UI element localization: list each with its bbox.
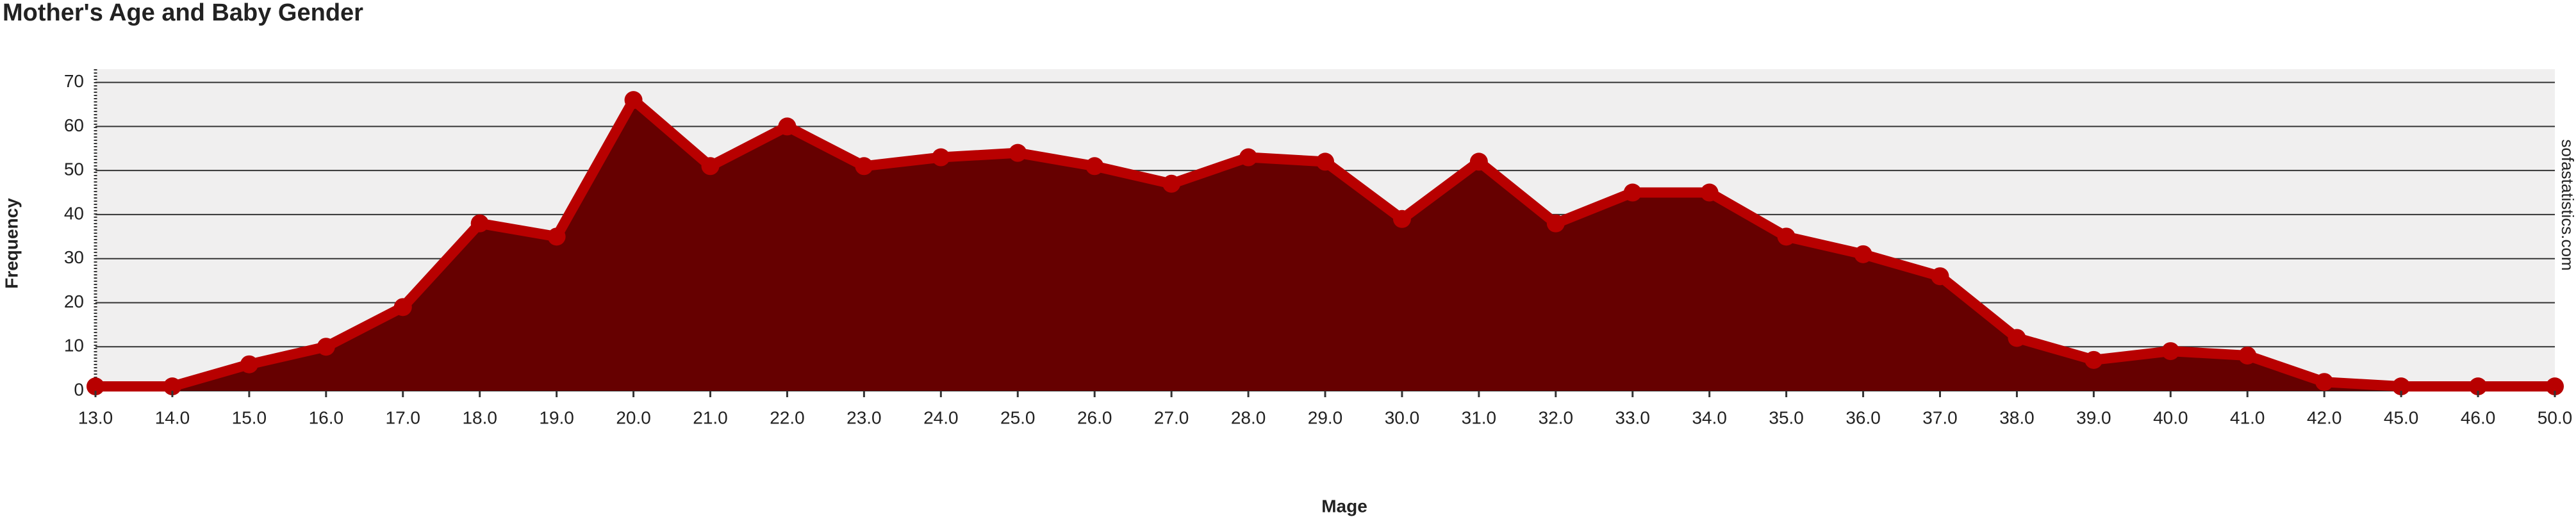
point [317,338,335,356]
x-tick-label: 24.0 [923,407,959,427]
point [1700,183,1719,202]
x-tick-label: 39.0 [2076,407,2111,427]
point [240,355,258,373]
point [1854,245,1872,263]
point [1392,209,1411,228]
point [932,148,950,167]
point [1086,157,1104,176]
point [1009,144,1027,162]
x-tick-label: 20.0 [616,407,651,427]
point [2315,373,2334,391]
x-tick-label: 21.0 [693,407,728,427]
point [855,157,873,176]
point [2238,346,2257,365]
y-tick-label: 50 [64,160,84,179]
x-tick-label: 45.0 [2384,407,2419,427]
x-tick-label: 37.0 [1922,407,1958,427]
point [1162,174,1181,193]
x-tick-label: 31.0 [1462,407,1497,427]
x-tick-label: 50.0 [2538,407,2573,427]
point [2085,350,2103,369]
point [1239,148,1258,167]
point [393,298,412,316]
x-tick-label: 35.0 [1769,407,1804,427]
point [547,227,566,246]
point [1546,214,1565,233]
point [1931,267,1949,286]
x-tick-label: 29.0 [1308,407,1343,427]
y-tick-label: 10 [64,336,84,356]
point [87,377,104,396]
x-tick-label: 46.0 [2461,407,2496,427]
y-axis-label: Frequency [1,198,21,289]
y-tick-label: 60 [64,115,84,135]
x-tick-label: 16.0 [309,407,344,427]
point [2469,377,2488,396]
x-tick-label: 36.0 [1845,407,1881,427]
x-tick-label: 13.0 [78,407,113,427]
watermark: sofastatistics.com [2558,139,2576,270]
x-tick-label: 42.0 [2307,407,2342,427]
y-tick-label: 40 [64,203,84,223]
point [470,214,489,233]
x-tick-label: 38.0 [1999,407,2035,427]
x-tick-label: 27.0 [1154,407,1189,427]
x-tick-label: 33.0 [1615,407,1651,427]
point [624,91,643,110]
x-tick-label: 32.0 [1539,407,1574,427]
x-tick-label: 25.0 [1000,407,1036,427]
point [778,117,797,136]
point [1316,152,1334,171]
point [2161,342,2180,361]
x-tick-label: 17.0 [386,407,421,427]
point [1777,227,1796,246]
point [2392,377,2411,396]
x-tick-label: 30.0 [1385,407,1420,427]
x-tick-label: 19.0 [539,407,574,427]
x-tick-label: 15.0 [232,407,267,427]
point [163,377,181,396]
point [1623,183,1642,202]
x-tick-label: 22.0 [770,407,805,427]
chart-title: Mother's Age and Baby Gender [3,0,363,26]
point [701,157,720,176]
y-tick-label: 30 [64,247,84,267]
point [1469,152,1488,171]
x-tick-label: 26.0 [1077,407,1112,427]
x-axis-label: Mage [1321,496,1367,516]
point [2008,329,2026,347]
x-tick-label: 34.0 [1692,407,1727,427]
x-tick-label: 28.0 [1231,407,1266,427]
y-tick-label: 20 [64,291,84,311]
x-tick-label: 40.0 [2153,407,2188,427]
x-tick-label: 18.0 [462,407,497,427]
x-tick-label: 14.0 [155,407,190,427]
x-tick-label: 23.0 [846,407,882,427]
x-tick-label: 41.0 [2230,407,2265,427]
y-tick-label: 0 [74,379,84,399]
point [2546,377,2564,396]
y-tick-label: 70 [64,71,84,91]
